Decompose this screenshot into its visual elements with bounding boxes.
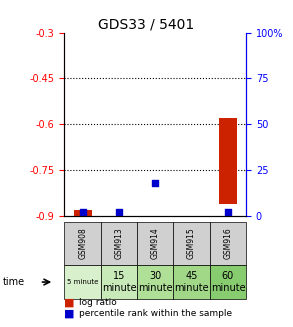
Point xyxy=(153,180,158,185)
Bar xyxy=(74,210,92,327)
Bar xyxy=(146,216,164,327)
Text: percentile rank within the sample: percentile rank within the sample xyxy=(79,309,232,318)
Text: GSM916: GSM916 xyxy=(224,228,232,260)
Text: GSM908: GSM908 xyxy=(78,228,87,260)
Text: 45
minute: 45 minute xyxy=(174,271,209,293)
Text: log ratio: log ratio xyxy=(79,298,117,307)
Text: time: time xyxy=(3,277,25,287)
Text: GDS33 / 5401: GDS33 / 5401 xyxy=(98,18,195,32)
Text: ■: ■ xyxy=(64,298,75,307)
Text: 60
minute: 60 minute xyxy=(211,271,245,293)
Text: GSM913: GSM913 xyxy=(115,228,123,260)
Text: ■: ■ xyxy=(64,308,75,318)
Text: 5 minute: 5 minute xyxy=(67,279,98,285)
Bar xyxy=(219,118,237,204)
Text: GSM914: GSM914 xyxy=(151,228,160,260)
Text: 15
minute: 15 minute xyxy=(102,271,136,293)
Point xyxy=(80,210,85,215)
Text: 30
minute: 30 minute xyxy=(138,271,173,293)
Text: GSM915: GSM915 xyxy=(187,228,196,260)
Point xyxy=(226,210,230,215)
Point xyxy=(117,210,121,215)
